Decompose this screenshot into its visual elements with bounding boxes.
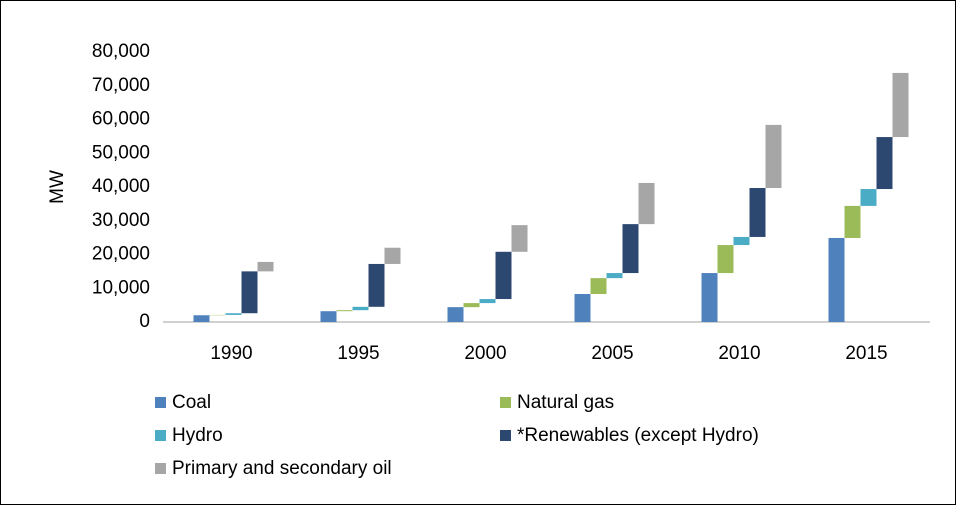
bar [639,183,655,224]
bar [448,307,464,322]
y-tick-label: 80,000 [92,41,150,62]
bar [258,262,274,271]
bar [877,137,893,189]
bar [353,307,369,310]
y-tick-label: 0 [139,311,150,332]
legend-swatch [500,430,511,441]
bar [718,245,734,273]
x-tick-label: 2015 [845,343,887,364]
bar [575,294,591,322]
y-tick-label: 20,000 [92,244,150,265]
bar [464,303,480,307]
legend-swatch [155,463,166,474]
legend-label: *Renewables (except Hydro) [517,425,759,446]
y-axis-label: MW [47,170,68,204]
bar [607,273,623,278]
bar [512,225,528,252]
legend-swatch [155,430,166,441]
x-tick-label: 2005 [591,343,633,364]
x-tick-label: 1995 [337,343,379,364]
bar [369,264,385,307]
bar [829,238,845,322]
y-tick-label: 10,000 [92,277,150,298]
bar [337,310,353,311]
bar [591,278,607,294]
bar [766,125,782,188]
legend-label: Natural gas [517,392,614,413]
bar [702,273,718,322]
bar [194,315,210,322]
legend-label: Primary and secondary oil [172,458,392,479]
x-tick-label: 1990 [210,343,252,364]
bar [845,206,861,238]
bar [480,299,496,303]
bar [242,271,258,313]
legend-swatch [155,397,166,408]
x-tick-label: 2000 [464,343,506,364]
x-tick-label: 2010 [718,343,760,364]
bar [623,224,639,273]
y-tick-label: 50,000 [92,142,150,163]
legend-label: Hydro [172,425,223,446]
bar [861,189,877,206]
y-tick-label: 60,000 [92,109,150,130]
legend-swatch [500,397,511,408]
bar [734,237,750,245]
legend-label: Coal [172,392,211,413]
bar [321,311,337,322]
bar [226,313,242,315]
y-tick-label: 30,000 [92,210,150,231]
bar [385,248,401,264]
bar [893,73,909,137]
bar [496,252,512,299]
bar [750,188,766,237]
y-tick-label: 40,000 [92,176,150,197]
y-tick-label: 70,000 [92,75,150,96]
